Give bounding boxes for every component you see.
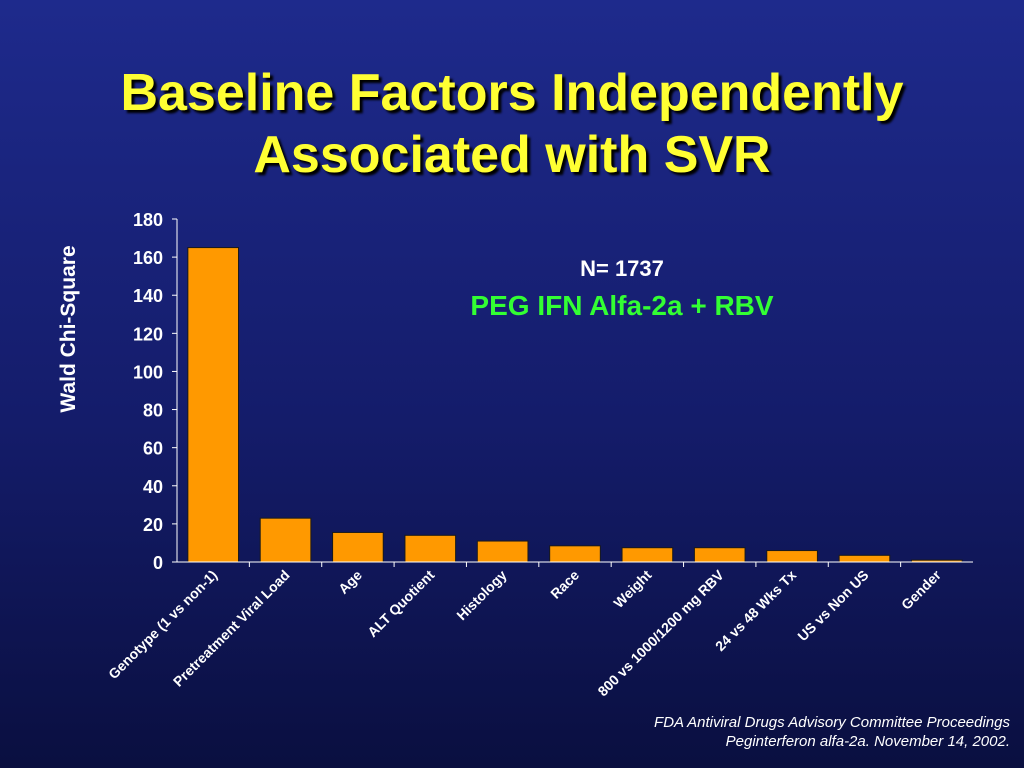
- x-tick-label: Gender: [898, 566, 944, 612]
- slide-title: Baseline Factors Independently Associate…: [0, 62, 1024, 186]
- bar: [404, 534, 457, 563]
- x-tick-label: Weight: [610, 567, 654, 611]
- citation-line-1: FDA Antiviral Drugs Advisory Committee P…: [654, 714, 1010, 731]
- bar: [549, 545, 601, 563]
- x-tick-label: Age: [335, 567, 365, 597]
- citation-line-2: Peginterferon alfa-2a. November 14, 2002…: [725, 733, 1010, 750]
- x-tick-label: Race: [547, 567, 582, 602]
- y-axis-label: Wald Chi-Square: [57, 245, 80, 412]
- bar: [476, 540, 529, 563]
- x-tick-label: US vs Non US: [794, 567, 871, 644]
- y-tick-label: 100: [133, 362, 163, 382]
- x-tick-label: ALT Quotient: [364, 567, 438, 641]
- sample-size-label: N= 1737: [580, 256, 664, 281]
- x-tick-label: Histology: [453, 567, 510, 624]
- bar: [187, 247, 240, 563]
- regimen-label: PEG IFN Alfa-2a + RBV: [470, 290, 773, 321]
- y-tick-label: 40: [143, 477, 163, 497]
- bar: [621, 547, 674, 563]
- y-tick-label: 0: [153, 553, 163, 573]
- title-line-1: Baseline Factors Independently: [120, 64, 904, 122]
- y-tick-label: 180: [133, 210, 163, 230]
- y-tick-label: 160: [133, 248, 163, 268]
- x-tick-label: Pretreatment Viral Load: [170, 567, 293, 690]
- y-tick-label: 20: [143, 515, 163, 535]
- source-citation: FDA Antiviral Drugs Advisory Committee P…: [370, 713, 1010, 751]
- x-tick-label: 800 vs 1000/1200 mg RBV: [594, 566, 727, 699]
- y-tick-label: 120: [133, 324, 163, 344]
- y-tick-label: 80: [143, 401, 163, 421]
- title-line-2: Associated with SVR: [253, 126, 771, 184]
- y-tick-label: 60: [143, 439, 163, 459]
- bar: [766, 550, 818, 563]
- y-tick-label: 140: [133, 286, 163, 306]
- bar: [693, 547, 746, 563]
- bar: [259, 517, 312, 563]
- bar: [332, 531, 384, 563]
- bar: [838, 554, 891, 563]
